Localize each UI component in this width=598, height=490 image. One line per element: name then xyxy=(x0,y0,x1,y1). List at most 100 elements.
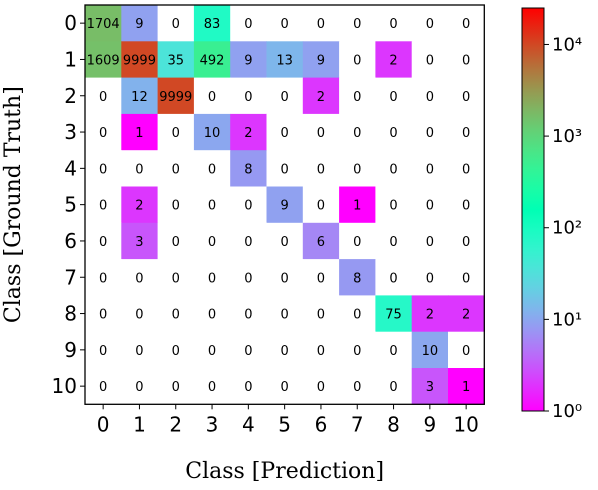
cell-value-label: 9 xyxy=(244,53,252,68)
heatmap-cell xyxy=(230,295,267,333)
heatmap-cell xyxy=(157,368,195,405)
cell-value-label: 0 xyxy=(135,380,143,395)
heatmap-cell xyxy=(85,41,122,79)
cell-value-label: 0 xyxy=(244,90,252,105)
cell-value-label: 492 xyxy=(200,53,225,68)
heatmap-cell xyxy=(375,295,413,333)
heatmap-cell xyxy=(302,77,340,115)
cell-value-label: 0 xyxy=(135,308,143,323)
y-axis-ticks: 0 1 2 3 4 5 6 7 8 9 10 xyxy=(52,11,85,398)
heatmap-cell xyxy=(339,331,376,369)
heatmap-cell xyxy=(411,295,449,333)
heatmap-cell xyxy=(121,77,159,115)
heatmap-cell xyxy=(375,331,413,369)
heatmap-cell xyxy=(339,41,376,79)
cell-value-label: 9999 xyxy=(159,90,192,105)
heatmap-cell xyxy=(375,41,413,79)
cell-value-label: 0 xyxy=(426,126,434,141)
colorbar-tick-label: 10³ xyxy=(552,126,582,147)
cell-value-label: 0 xyxy=(317,199,325,214)
cell-value-label: 0 xyxy=(389,17,397,32)
cell-value-label: 8 xyxy=(244,162,252,177)
y-tick-label: 10 xyxy=(52,374,77,398)
cell-value-label: 0 xyxy=(462,235,470,250)
cell-value-label: 0 xyxy=(208,344,216,359)
cell-value-label: 0 xyxy=(426,271,434,286)
heatmap-cell xyxy=(375,259,413,296)
heatmap-cell xyxy=(121,222,159,260)
heatmap-cell xyxy=(339,222,376,260)
cell-value-label: 83 xyxy=(204,17,221,32)
heatmap-cell xyxy=(302,295,340,333)
heatmap-cells xyxy=(85,5,485,405)
colorbar-tick-label: 10⁴ xyxy=(552,34,582,55)
heatmap-cell xyxy=(411,150,449,187)
heatmap-cell xyxy=(339,5,376,42)
cell-value-label: 0 xyxy=(281,235,289,250)
heatmap-cell xyxy=(85,5,122,42)
cell-value-label: 0 xyxy=(389,162,397,177)
y-tick-label: 7 xyxy=(64,265,77,289)
cell-value-label: 0 xyxy=(462,271,470,286)
heatmap-cell xyxy=(121,295,159,333)
heatmap-cell xyxy=(411,259,449,296)
cell-value-label: 1 xyxy=(462,380,470,395)
heatmap-cell xyxy=(193,113,231,151)
heatmap-cell xyxy=(411,186,449,224)
cell-value-label: 0 xyxy=(244,17,252,32)
heatmap-cell xyxy=(448,5,485,42)
heatmap-cell xyxy=(121,186,159,224)
heatmap-cell xyxy=(230,368,267,405)
cell-value-label: 2 xyxy=(462,308,470,323)
heatmap-cell xyxy=(302,259,340,296)
colorbar xyxy=(521,7,545,412)
y-tick-label: 9 xyxy=(64,338,77,362)
x-tick-label: 3 xyxy=(206,412,219,436)
cell-value-label: 0 xyxy=(99,308,107,323)
cell-value-label: 0 xyxy=(172,126,180,141)
y-tick-label: 4 xyxy=(64,156,77,180)
cell-value-label: 0 xyxy=(172,344,180,359)
heatmap-cell xyxy=(375,186,413,224)
x-tick-label: 7 xyxy=(351,412,364,436)
cell-value-label: 0 xyxy=(244,199,252,214)
y-tick-label: 0 xyxy=(64,11,77,35)
heatmap-cell xyxy=(157,295,195,333)
cell-value-label: 8 xyxy=(353,271,361,286)
heatmap-cell xyxy=(448,150,485,187)
cell-value-label: 1704 xyxy=(87,17,120,32)
cell-value-label: 0 xyxy=(208,308,216,323)
cell-value-label: 9 xyxy=(317,53,325,68)
heatmap-cell xyxy=(339,77,376,115)
heatmap-cell xyxy=(230,150,267,187)
cell-value-label: 0 xyxy=(244,235,252,250)
cell-value-label: 1 xyxy=(135,126,143,141)
cell-value-label: 0 xyxy=(244,380,252,395)
heatmap-cell xyxy=(302,150,340,187)
cell-value-label: 35 xyxy=(167,53,184,68)
heatmap-cell xyxy=(448,41,485,79)
heatmap-cell xyxy=(411,5,449,42)
heatmap-cell xyxy=(193,259,231,296)
heatmap-cell xyxy=(375,5,413,42)
heatmap-cell xyxy=(411,77,449,115)
heatmap-cell xyxy=(266,77,304,115)
heatmap-cell xyxy=(157,150,195,187)
heatmap-cell xyxy=(266,222,304,260)
heatmap-cell xyxy=(193,331,231,369)
cell-value-label: 0 xyxy=(426,235,434,250)
cell-value-label: 0 xyxy=(208,235,216,250)
cell-value-label: 0 xyxy=(353,308,361,323)
heatmap-cell xyxy=(448,295,485,333)
colorbar-tick-label: 10¹ xyxy=(552,309,582,330)
cell-value-label: 0 xyxy=(172,17,180,32)
x-tick-label: 4 xyxy=(242,412,255,436)
heatmap-cell xyxy=(230,259,267,296)
heatmap-cell xyxy=(302,222,340,260)
cell-value-label: 12 xyxy=(131,90,148,105)
heatmap-cell xyxy=(266,331,304,369)
heatmap-cell xyxy=(339,295,376,333)
cell-value-label: 0 xyxy=(281,380,289,395)
heatmap-cell xyxy=(266,5,304,42)
